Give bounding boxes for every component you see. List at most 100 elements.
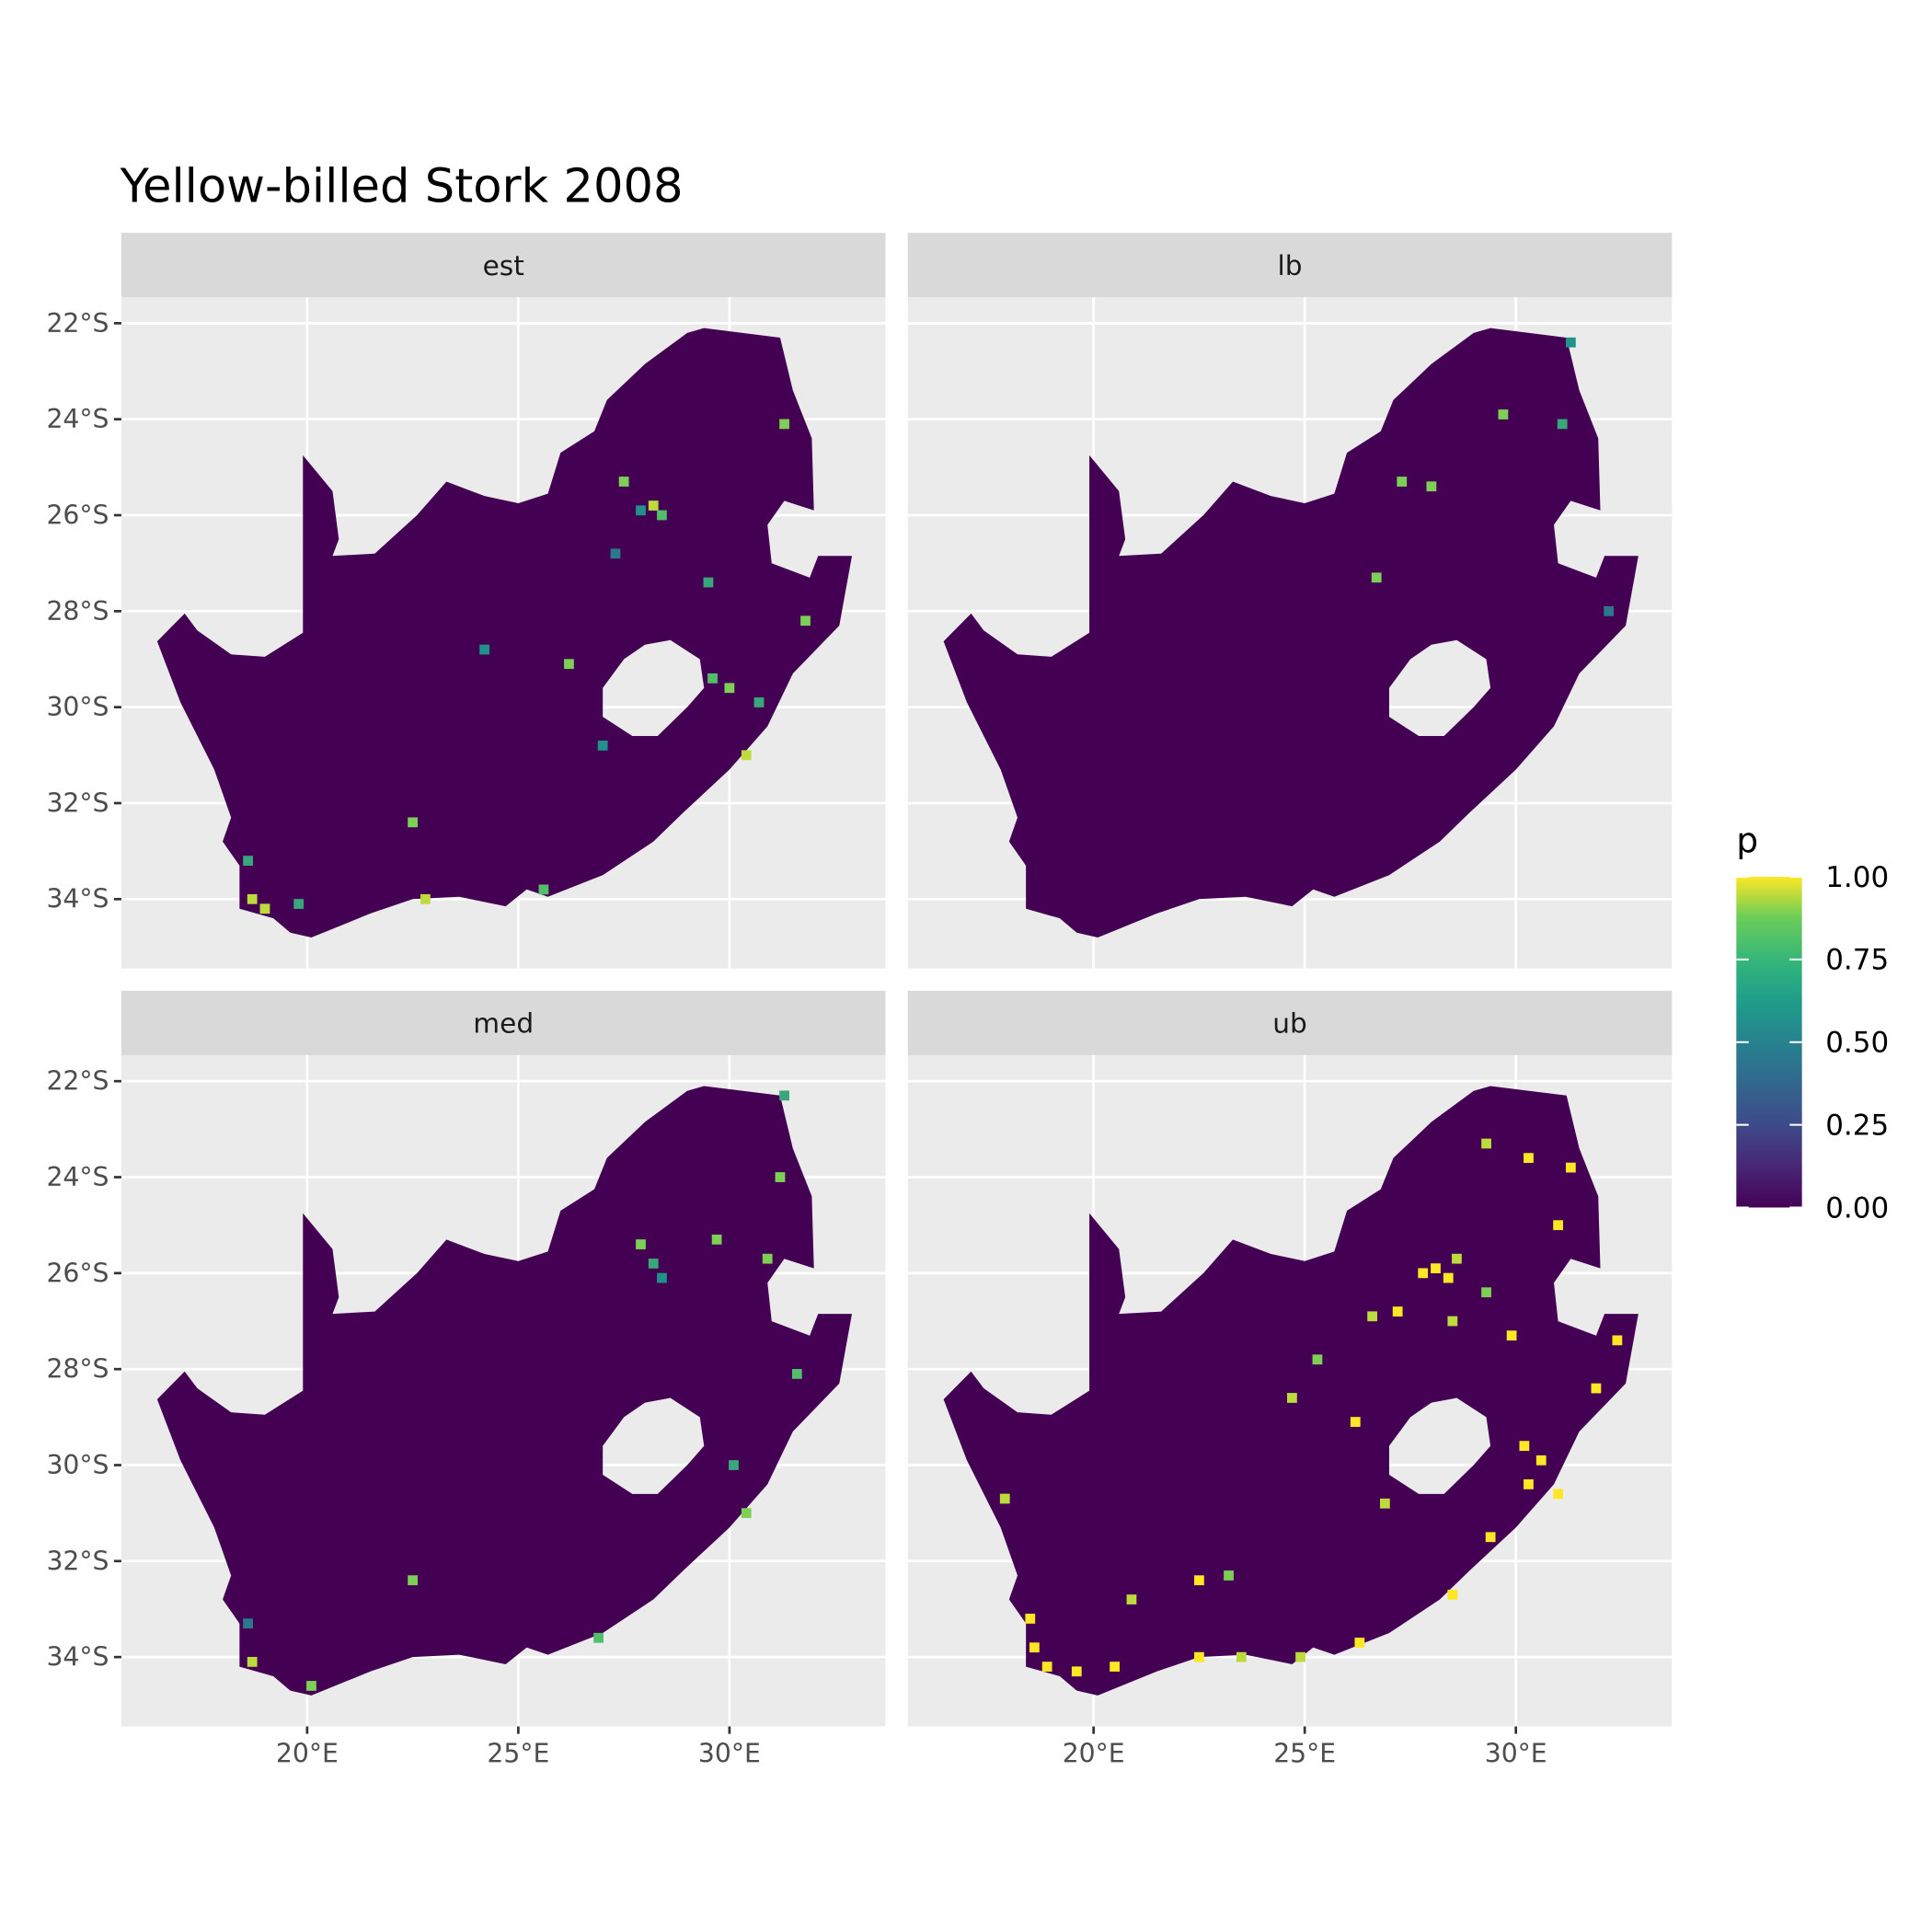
raster-cell bbox=[479, 644, 490, 655]
raster-cell bbox=[1447, 1316, 1458, 1327]
raster-cell bbox=[800, 615, 811, 627]
facet-strip-label: lb bbox=[1278, 250, 1303, 282]
raster-cell bbox=[1565, 1162, 1576, 1173]
raster-cell bbox=[1110, 1662, 1120, 1672]
raster-cell bbox=[1524, 1153, 1534, 1164]
raster-cell bbox=[1071, 1666, 1082, 1677]
raster-cell bbox=[636, 1239, 646, 1249]
x-tick-label: 25°E bbox=[487, 1739, 549, 1769]
raster-cell bbox=[1367, 1311, 1378, 1322]
raster-cell bbox=[1418, 1268, 1429, 1279]
raster-cell bbox=[1535, 1455, 1547, 1466]
raster-cell bbox=[1029, 1642, 1040, 1653]
raster-cell bbox=[1041, 1662, 1052, 1672]
raster-cell bbox=[1236, 1651, 1247, 1662]
raster-cell bbox=[1506, 1330, 1517, 1341]
raster-cell bbox=[1485, 1532, 1496, 1543]
raster-cell bbox=[779, 419, 789, 430]
raster-cell bbox=[1354, 1638, 1365, 1648]
y-tick-label: 32°S bbox=[46, 1546, 109, 1576]
map-region bbox=[943, 328, 1639, 938]
raster-cell bbox=[1553, 1220, 1563, 1231]
y-tick-label: 24°S bbox=[46, 1162, 109, 1192]
raster-cell bbox=[1481, 1287, 1491, 1298]
raster-cell bbox=[1392, 1306, 1403, 1317]
x-tick-label: 20°E bbox=[1063, 1739, 1125, 1769]
legend-tick-label: 0.50 bbox=[1825, 1027, 1889, 1060]
y-tick-label: 26°S bbox=[46, 500, 109, 530]
facet-strip-label: med bbox=[473, 1008, 534, 1040]
raster-cell bbox=[1557, 419, 1568, 430]
raster-cell bbox=[1481, 1138, 1491, 1149]
map-region bbox=[943, 1086, 1639, 1696]
raster-cell bbox=[408, 1575, 418, 1586]
raster-cell bbox=[1612, 1335, 1623, 1346]
x-tick-label: 30°E bbox=[1485, 1739, 1547, 1769]
facet-strip-label: ub bbox=[1272, 1008, 1307, 1040]
panel-lb: lb bbox=[907, 233, 1673, 969]
raster-cell bbox=[1426, 481, 1437, 492]
legend-tick-label: 0.00 bbox=[1825, 1191, 1889, 1225]
raster-cell bbox=[1443, 1272, 1454, 1283]
raster-cell bbox=[1565, 337, 1576, 348]
raster-cell bbox=[999, 1493, 1010, 1504]
facet-strip bbox=[121, 233, 886, 298]
raster-cell bbox=[1380, 1498, 1390, 1509]
raster-cell bbox=[1025, 1614, 1036, 1624]
raster-cell bbox=[762, 1253, 773, 1264]
map-region bbox=[156, 1086, 853, 1696]
chart-title: Yellow-billed Stork 2008 bbox=[120, 159, 684, 213]
raster-cell bbox=[779, 1090, 789, 1101]
raster-cell bbox=[1591, 1383, 1602, 1394]
legend-tick-label: 1.00 bbox=[1825, 861, 1889, 894]
raster-cell bbox=[293, 899, 305, 909]
raster-cell bbox=[1452, 1253, 1462, 1264]
raster-cell bbox=[648, 1259, 659, 1269]
legend-tick-label: 0.75 bbox=[1825, 944, 1889, 977]
raster-cell bbox=[306, 1681, 316, 1691]
raster-cell bbox=[1126, 1594, 1137, 1604]
raster-cell bbox=[703, 577, 714, 588]
raster-cell bbox=[259, 903, 270, 914]
raster-cell bbox=[1224, 1570, 1234, 1581]
raster-cell bbox=[1604, 605, 1615, 616]
raster-cell bbox=[724, 683, 735, 694]
raster-cell bbox=[1194, 1575, 1204, 1586]
raster-cell bbox=[618, 477, 629, 487]
raster-cell bbox=[753, 697, 765, 707]
raster-cell bbox=[1524, 1478, 1534, 1489]
raster-cell bbox=[593, 1632, 604, 1643]
raster-cell bbox=[597, 741, 608, 751]
raster-cell bbox=[711, 1234, 722, 1245]
legend-tick-label: 0.25 bbox=[1825, 1109, 1889, 1142]
raster-cell bbox=[420, 893, 431, 904]
raster-cell bbox=[1431, 1263, 1441, 1274]
raster-cell bbox=[636, 505, 646, 516]
raster-cell bbox=[1397, 477, 1408, 487]
raster-cell bbox=[1287, 1393, 1297, 1403]
raster-cell bbox=[1498, 409, 1509, 420]
raster-cell bbox=[791, 1369, 802, 1379]
legend-title: p bbox=[1736, 820, 1758, 860]
y-tick-label: 30°S bbox=[46, 692, 109, 722]
raster-cell bbox=[1350, 1417, 1361, 1427]
raster-cell bbox=[1194, 1651, 1204, 1662]
raster-cell bbox=[1312, 1354, 1323, 1365]
raster-cell bbox=[538, 884, 549, 895]
map-region bbox=[156, 328, 853, 938]
raster-cell bbox=[741, 750, 752, 761]
raster-cell bbox=[729, 1460, 739, 1470]
raster-cell bbox=[741, 1508, 752, 1519]
x-tick-label: 30°E bbox=[698, 1739, 761, 1769]
raster-cell bbox=[1371, 572, 1382, 583]
raster-cell bbox=[408, 817, 418, 828]
y-tick-label: 34°S bbox=[46, 884, 109, 914]
panel-est: est 22°S 24°S 26°S 28°S 30°S 32°S 34°S bbox=[46, 233, 886, 969]
raster-cell bbox=[564, 659, 574, 670]
y-tick-label: 32°S bbox=[46, 788, 109, 818]
x-tick-label: 20°E bbox=[276, 1739, 339, 1769]
panel-med: med 22°S 24°S 26°S 28°S 30°S 32°S 34°S 20°E 25°E 3… bbox=[46, 990, 886, 1769]
raster-cell bbox=[1447, 1589, 1458, 1600]
x-tick-label: 25°E bbox=[1273, 1739, 1336, 1769]
facet-strip bbox=[121, 990, 886, 1055]
